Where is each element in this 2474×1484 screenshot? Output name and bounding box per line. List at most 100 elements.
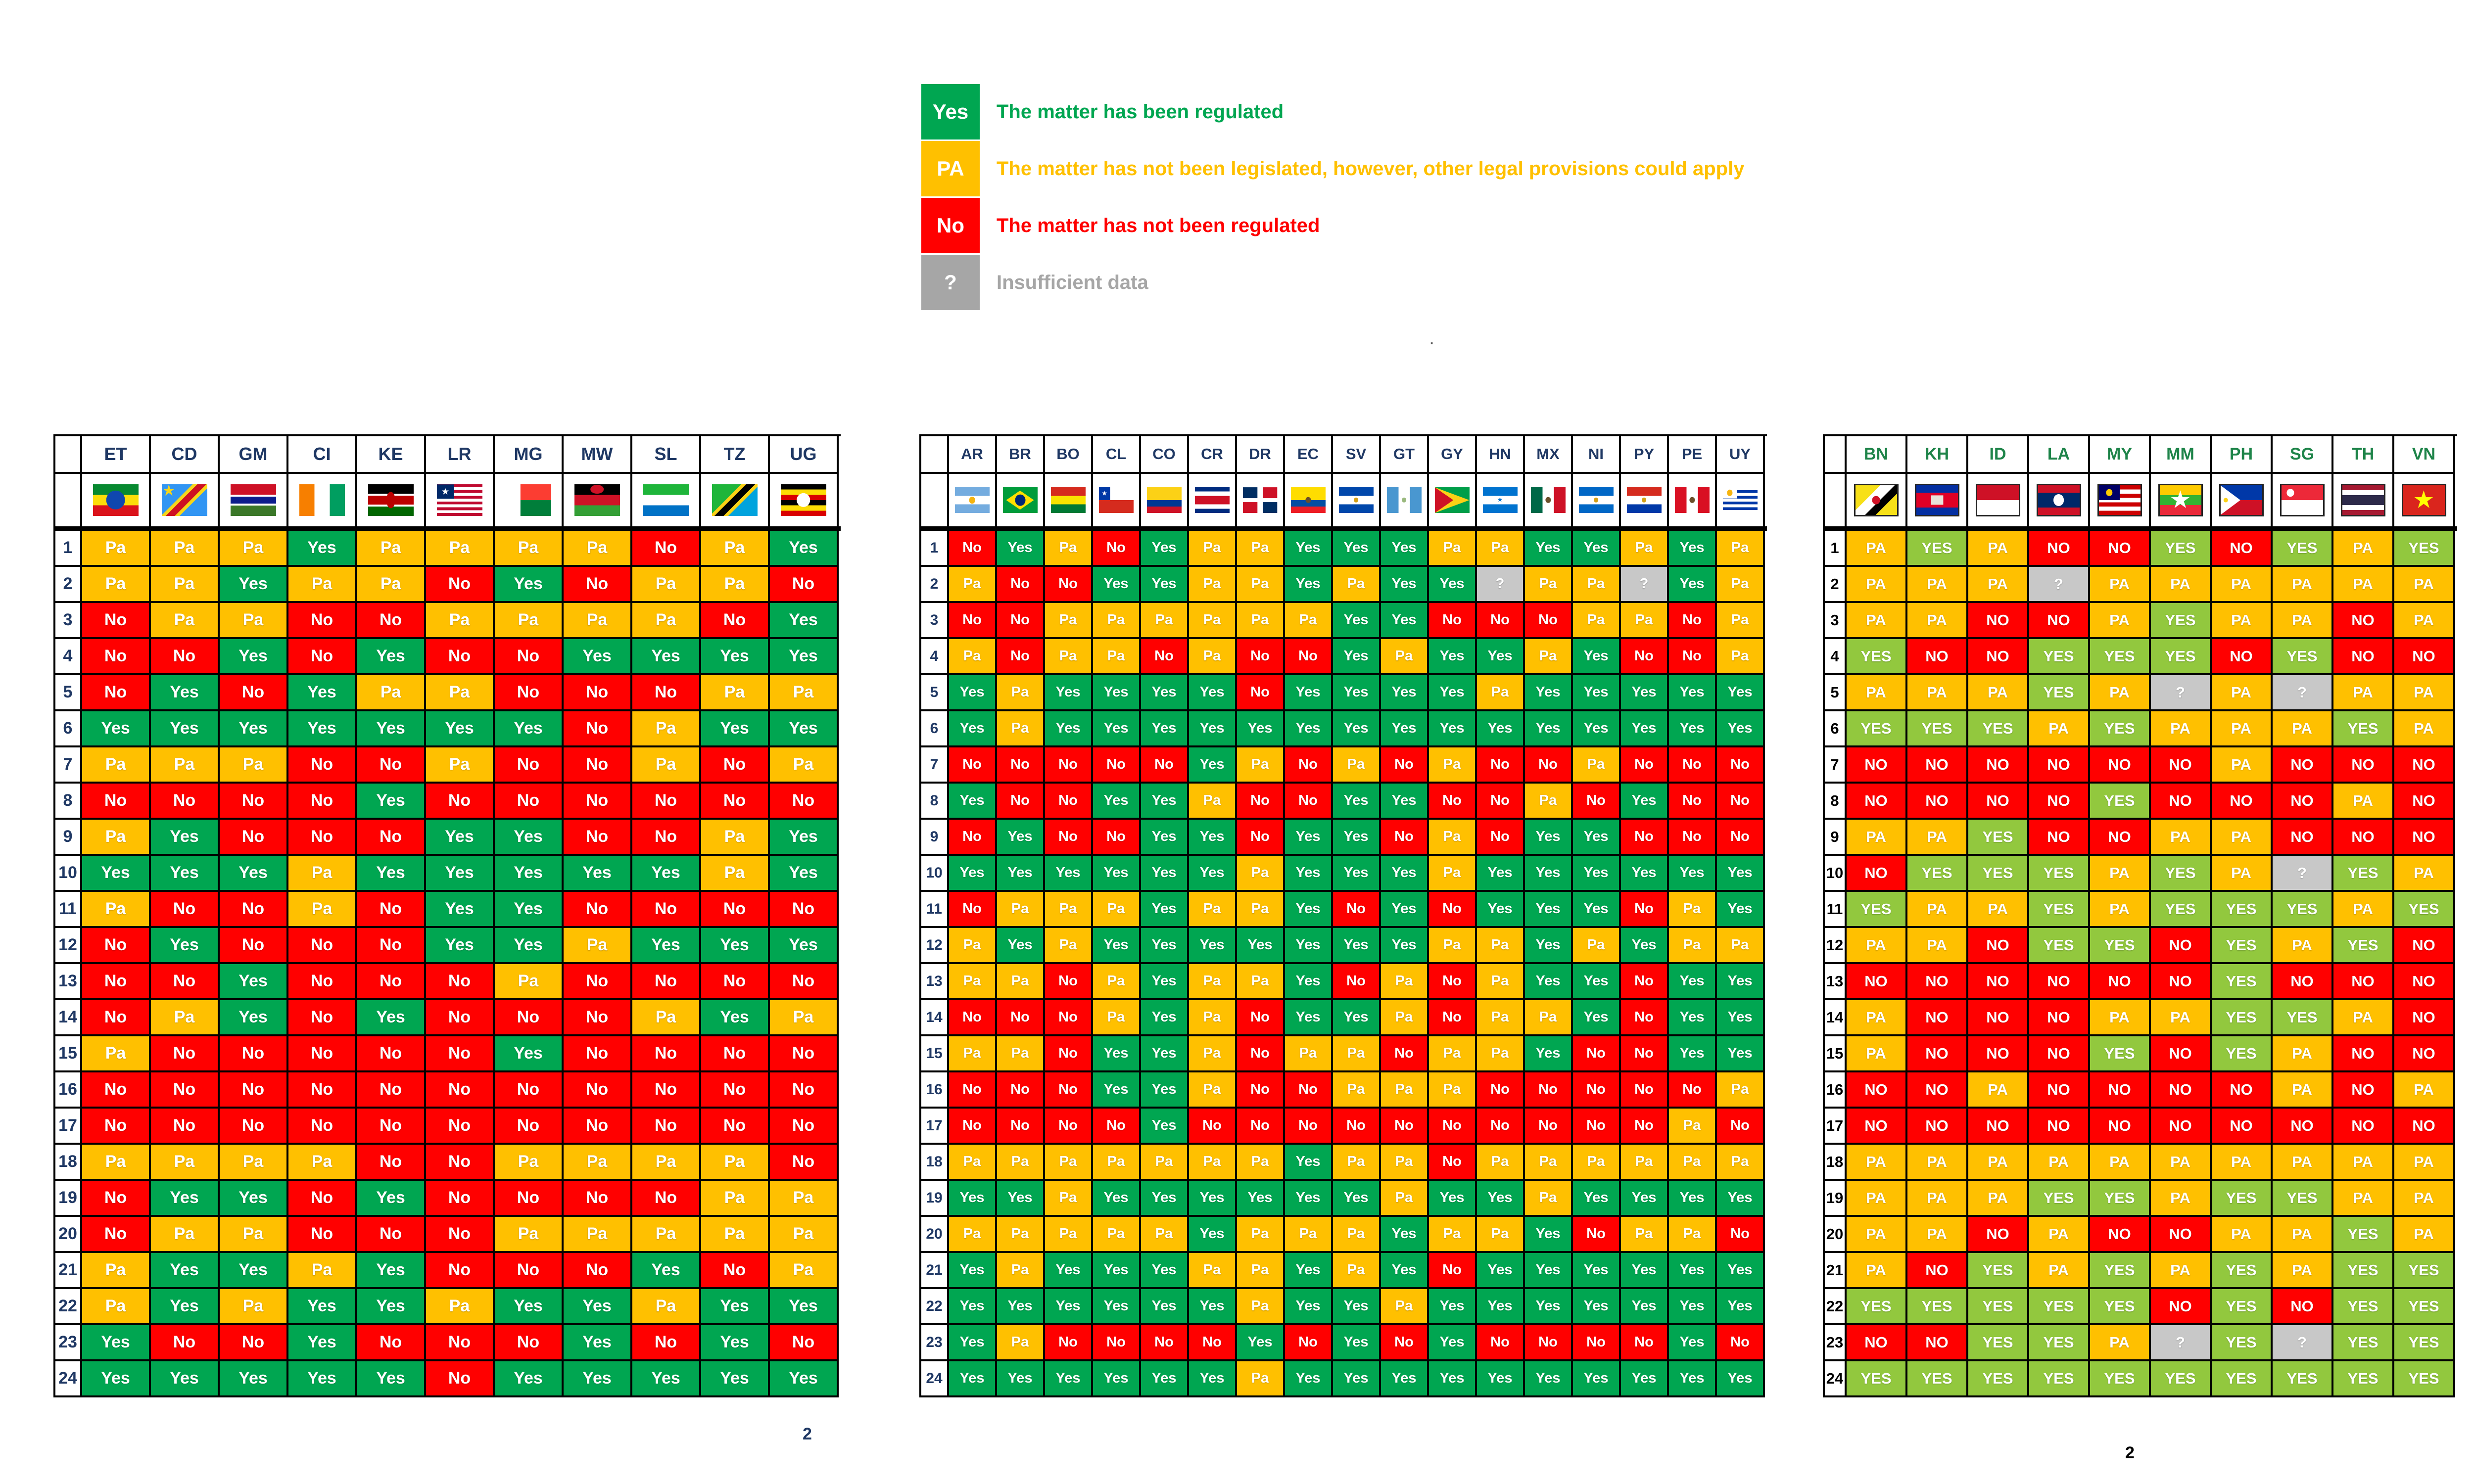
row-number-label: 9 xyxy=(1830,828,1839,845)
status-cell-LA-q10: YES xyxy=(2029,856,2090,892)
status-value: PA xyxy=(2414,864,2434,881)
status-value: Pa xyxy=(1539,792,1557,808)
status-value: No xyxy=(1730,829,1750,844)
status-cell-MW-q7: No xyxy=(564,747,632,784)
status-value: No xyxy=(585,719,609,738)
status-cell-ET-q18: Pa xyxy=(82,1145,151,1181)
status-cell-AR-q1: No xyxy=(949,531,997,567)
status-value: Yes xyxy=(170,827,199,846)
status-cell-KH-q8: NO xyxy=(1907,784,1968,820)
table-row-13: 13 No No Yes No No No Pa No No No No xyxy=(55,964,841,1000)
status-value: Pa xyxy=(1251,1226,1269,1242)
status-cell-PY-q2: ? xyxy=(1621,567,1669,603)
status-cell-BR-q9: Yes xyxy=(997,820,1045,856)
status-value: NO xyxy=(2108,755,2131,773)
status-cell-PY-q11: No xyxy=(1621,892,1669,928)
row-number: 21 xyxy=(921,1253,949,1289)
status-cell-AR-q19: Yes xyxy=(949,1181,997,1217)
status-cell-GM-q9: No xyxy=(220,820,288,856)
status-value: Yes xyxy=(1199,756,1225,772)
row-number: 22 xyxy=(55,1289,82,1325)
status-value: YES xyxy=(2043,647,2074,665)
status-cell-UG-q15: No xyxy=(770,1036,839,1072)
status-cell-BN-q13: NO xyxy=(1847,964,1907,1000)
status-value: NO xyxy=(2169,1116,2192,1134)
status-cell-CD-q9: Yes xyxy=(151,820,220,856)
status-value: Yes xyxy=(1103,937,1129,953)
status-cell-CO-q12: Yes xyxy=(1141,928,1189,964)
table-row-3: 3 No Pa Pa No No Pa Pa Pa Pa No Yes xyxy=(55,603,841,639)
status-value: Pa xyxy=(1635,612,1653,628)
status-value: NO xyxy=(1925,1116,1949,1134)
status-value: YES xyxy=(2286,647,2318,665)
status-value: Yes xyxy=(651,647,680,665)
status-cell-GM-q15: No xyxy=(220,1036,288,1072)
status-cell-TH-q2: PA xyxy=(2333,567,2394,603)
status-cell-MG-q7: No xyxy=(495,747,564,784)
country-code-label: MM xyxy=(2166,444,2194,464)
status-value: Pa xyxy=(586,1152,608,1171)
status-cell-KH-q3: PA xyxy=(1907,603,1968,639)
status-value: Pa xyxy=(1251,901,1269,917)
status-cell-BN-q6: YES xyxy=(1847,711,1907,747)
status-value: YES xyxy=(2408,539,2439,556)
status-value: PA xyxy=(2353,791,2373,809)
table-row-13: 13 Pa Pa No Pa Yes Pa Pa Yes No Pa No Pa Yes Yes No Yes Y… xyxy=(921,964,1767,1000)
row-number: 22 xyxy=(921,1289,949,1325)
status-value: YES xyxy=(2408,1261,2439,1279)
row-number-label: 5 xyxy=(1830,683,1839,701)
status-value: YES xyxy=(1982,864,2013,881)
row-number: 23 xyxy=(55,1325,82,1361)
gm-flag-icon xyxy=(230,484,276,516)
row-number: 4 xyxy=(921,639,949,675)
status-value: NO xyxy=(2351,1116,2375,1134)
status-cell-HN-q12: Pa xyxy=(1477,928,1525,964)
status-value: Yes xyxy=(720,1008,749,1026)
status-cell-CO-q13: Yes xyxy=(1141,964,1189,1000)
status-cell-PE-q10: Yes xyxy=(1669,856,1717,892)
status-value: No xyxy=(310,755,333,774)
status-cell-CR-q20: Yes xyxy=(1189,1217,1237,1253)
status-value: NO xyxy=(1925,1261,1949,1279)
country-code-label: MW xyxy=(581,444,613,464)
status-value: No xyxy=(517,683,540,701)
status-value: No xyxy=(1058,1045,1078,1061)
status-cell-CL-q10: Yes xyxy=(1093,856,1141,892)
status-cell-ET-q9: Pa xyxy=(82,820,151,856)
status-value: Yes xyxy=(1295,1262,1321,1278)
status-value: Pa xyxy=(1539,648,1557,664)
status-cell-GM-q19: Yes xyxy=(220,1181,288,1217)
status-value: Pa xyxy=(1059,1190,1077,1206)
rect-glyph xyxy=(1242,487,1257,498)
status-value: Yes xyxy=(1727,720,1753,736)
status-value: NO xyxy=(2047,539,2070,556)
status-value: No xyxy=(792,1044,815,1063)
status-value: Pa xyxy=(1059,901,1077,917)
row-number: 16 xyxy=(1825,1072,1847,1109)
status-cell-CI-q7: No xyxy=(288,747,357,784)
status-cell-KH-q2: PA xyxy=(1907,567,1968,603)
status-cell-ET-q23: Yes xyxy=(82,1325,151,1361)
status-value: PA xyxy=(1866,1044,1886,1062)
row-number-label: 14 xyxy=(1826,1008,1844,1026)
table-row-1: 1 PA YES PA NO NO YES NO YES PA YES xyxy=(1825,531,2457,567)
status-cell-CI-q17: No xyxy=(288,1109,357,1145)
status-cell-BR-q5: Pa xyxy=(997,675,1045,711)
status-value: Pa xyxy=(1107,648,1125,664)
status-value: Pa xyxy=(1011,1262,1029,1278)
status-value: Pa xyxy=(1683,1226,1701,1242)
status-cell-BO-q4: Pa xyxy=(1045,639,1093,675)
status-value: NO xyxy=(2412,936,2435,954)
column-header-UG: UG xyxy=(770,436,839,474)
status-value: Pa xyxy=(1683,937,1701,953)
circle-glyph xyxy=(2224,498,2228,503)
status-value: YES xyxy=(2226,936,2257,954)
status-cell-MX-q13: Yes xyxy=(1525,964,1573,1000)
status-cell-SV-q4: Yes xyxy=(1333,639,1381,675)
status-value: PA xyxy=(1866,1225,1886,1243)
status-cell-UY-q15: Yes xyxy=(1717,1036,1765,1072)
status-cell-CD-q7: Pa xyxy=(151,747,220,784)
country-code-label: CL xyxy=(1105,445,1127,463)
status-cell-LR-q3: Pa xyxy=(426,603,495,639)
status-value: NO xyxy=(1864,1333,1888,1351)
